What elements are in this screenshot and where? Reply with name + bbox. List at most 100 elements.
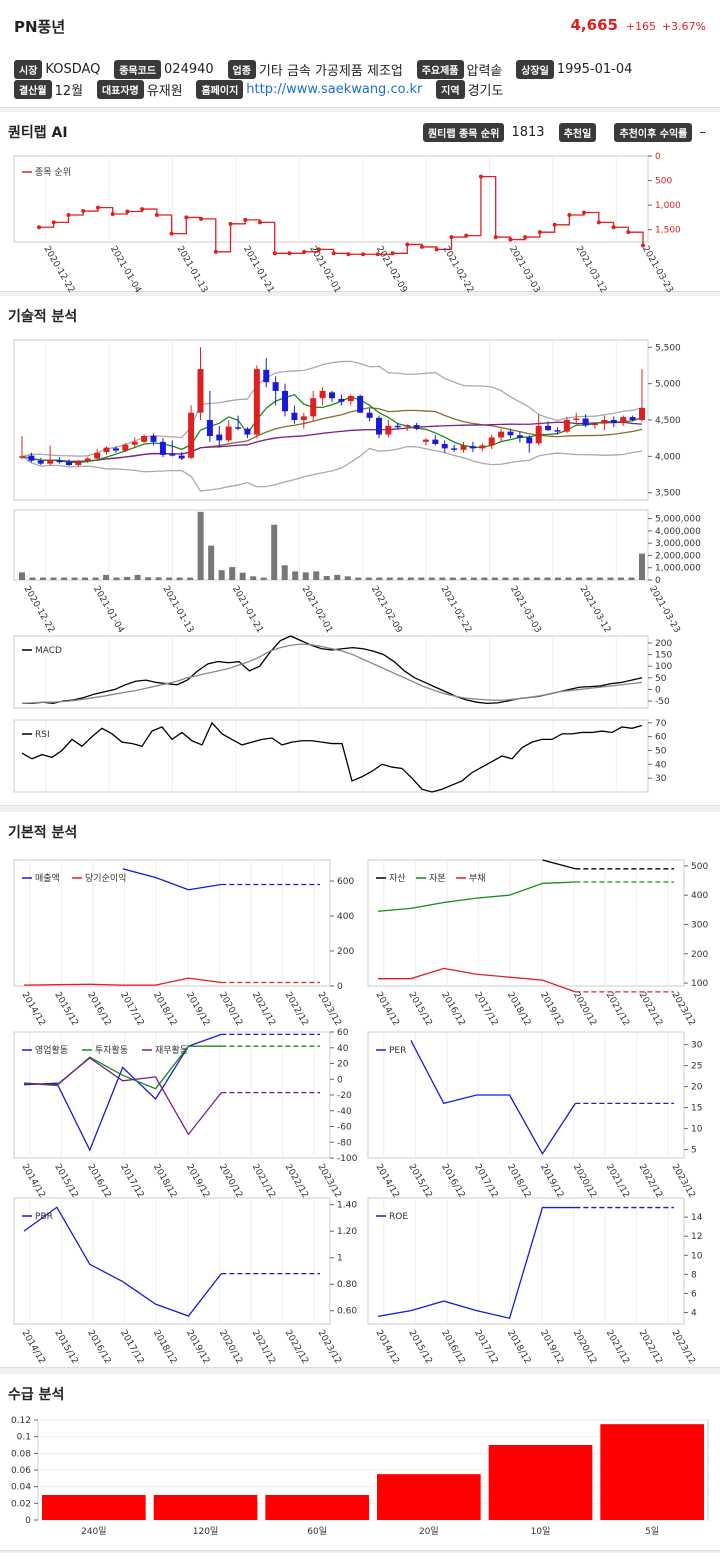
volume-bar bbox=[376, 577, 383, 580]
supply-ytick-label: 0.02 bbox=[11, 1499, 31, 1509]
volume-bar bbox=[113, 577, 120, 580]
per-chart-xtick-label: 2017/12 bbox=[472, 1163, 499, 1200]
volume-bar bbox=[628, 577, 635, 580]
candle-body bbox=[75, 461, 82, 466]
macd-ytick-label: -50 bbox=[655, 697, 670, 707]
balance-chart-xtick-label: 2021/12 bbox=[604, 991, 631, 1028]
rank-point bbox=[375, 252, 380, 257]
candle-body bbox=[610, 420, 617, 423]
cashflow-chart-legend-label: 재무활동 bbox=[155, 1044, 188, 1056]
technical-xtick-label: 2021-03-12 bbox=[577, 585, 612, 635]
roe-chart-xtick-label: 2018/12 bbox=[505, 1329, 532, 1366]
candle-body bbox=[601, 420, 608, 424]
supply-xtick-label: 10일 bbox=[531, 1526, 551, 1537]
sales-chart-legend-label: 당기순이익 bbox=[85, 872, 126, 884]
volume-bar bbox=[71, 577, 78, 580]
per-chart-series-line bbox=[410, 1040, 576, 1156]
balance-chart-legend-label: 자본 bbox=[429, 873, 446, 884]
volume-bar bbox=[460, 577, 467, 580]
candle-body bbox=[131, 441, 138, 445]
volume-bar bbox=[103, 574, 110, 580]
rank-point bbox=[493, 235, 498, 240]
price-ytick-label: 5,500 bbox=[655, 343, 681, 353]
balance-chart-ytick-label: 500 bbox=[691, 862, 708, 872]
candle-body bbox=[84, 458, 91, 461]
candle-body bbox=[37, 460, 44, 464]
pbr-chart-xtick-label: 2017/12 bbox=[118, 1329, 145, 1366]
supply-ytick-label: 0.06 bbox=[11, 1466, 31, 1476]
macd-ytick-label: 150 bbox=[655, 651, 672, 661]
volume-bar bbox=[281, 565, 288, 580]
pbr-chart-ytick-label: 1.40 bbox=[337, 1201, 357, 1211]
cashflow-chart-series-line bbox=[23, 1045, 222, 1090]
volume-bar bbox=[439, 577, 446, 580]
per-chart-xtick-label: 2018/12 bbox=[505, 1163, 532, 1200]
candle-body bbox=[347, 396, 354, 402]
volume-bar bbox=[617, 577, 624, 580]
pbr-chart-xtick-label: 2014/12 bbox=[19, 1329, 46, 1366]
rank-xtick-label: 2021-02-22 bbox=[440, 245, 475, 295]
info-sector: 업종 기타 금속 가공제품 제조업 bbox=[227, 60, 403, 79]
rank-point bbox=[184, 215, 189, 220]
candle-body bbox=[216, 434, 223, 441]
per-chart-xtick-label: 2020/12 bbox=[571, 1163, 598, 1200]
rank-point bbox=[537, 230, 542, 235]
per-chart-xtick-label: 2016/12 bbox=[439, 1163, 466, 1200]
since-rec-value: – bbox=[699, 125, 707, 140]
balance-chart-ytick-label: 200 bbox=[691, 950, 708, 960]
homepage-link[interactable]: http://www.saekwang.co.kr bbox=[246, 82, 423, 97]
volume-bar bbox=[533, 577, 540, 580]
balance-chart-xtick-label: 2014/12 bbox=[373, 991, 400, 1028]
volume-bar bbox=[250, 576, 257, 580]
info-ceo: 대표자명 유재원 bbox=[96, 80, 183, 99]
balance-chart-legend-label: 부채 bbox=[469, 873, 486, 884]
supply-bar bbox=[600, 1424, 704, 1520]
cashflow-chart-xtick-label: 2022/12 bbox=[283, 1163, 310, 1200]
supply-ytick-label: 0.12 bbox=[11, 1416, 31, 1426]
rank-frame bbox=[13, 155, 649, 243]
pbr-chart-frame bbox=[13, 1197, 331, 1325]
stock-change-pct: +3.67% bbox=[661, 20, 706, 33]
volume-ytick-label: 4,000,000 bbox=[655, 527, 701, 537]
cashflow-chart-ytick-label: -20 bbox=[337, 1091, 352, 1101]
rank-xtick-label: 2021-01-13 bbox=[174, 245, 209, 295]
rank-point bbox=[552, 222, 557, 227]
volume-bar bbox=[596, 577, 603, 580]
volume-bar bbox=[145, 577, 152, 580]
rank-point bbox=[302, 249, 307, 254]
sales-chart-ytick-label: 600 bbox=[337, 877, 354, 887]
pbr-chart-xtick-label: 2019/12 bbox=[184, 1329, 211, 1366]
volume-bar bbox=[365, 577, 372, 580]
volume-frame bbox=[13, 509, 649, 581]
per-chart-ytick-label: 25 bbox=[691, 1062, 702, 1072]
candle-body bbox=[169, 454, 176, 456]
technical-xtick-label: 2021-01-04 bbox=[91, 585, 126, 636]
sales-chart-xtick-label: 2022/12 bbox=[283, 991, 310, 1028]
roe-chart-xtick-label: 2021/12 bbox=[604, 1329, 631, 1366]
candle-body bbox=[225, 426, 232, 441]
rank-point bbox=[287, 251, 292, 256]
price-frame bbox=[13, 339, 649, 501]
volume-bar bbox=[523, 577, 530, 580]
balance-chart-xtick-label: 2018/12 bbox=[505, 991, 532, 1028]
candle-body bbox=[244, 428, 251, 435]
rank-point bbox=[243, 217, 248, 222]
candle-body bbox=[103, 447, 110, 452]
candle-body bbox=[469, 446, 476, 449]
supply-ytick-label: 0.08 bbox=[11, 1449, 31, 1459]
volume-ytick-label: 0 bbox=[655, 576, 661, 586]
rank-point bbox=[140, 207, 145, 212]
rank-xtick-label: 2021-03-12 bbox=[573, 245, 608, 295]
cashflow-chart-series-line bbox=[23, 1057, 222, 1136]
roe-chart-ytick-label: 10 bbox=[691, 1251, 703, 1261]
per-chart-ytick-label: 15 bbox=[691, 1104, 702, 1114]
rank-point bbox=[434, 247, 439, 252]
volume-bar bbox=[208, 545, 215, 580]
candle-body bbox=[253, 369, 260, 435]
rank-point bbox=[478, 174, 483, 179]
quantlab-rank-label: 퀀티랩 종목 순위 bbox=[422, 123, 505, 142]
sales-chart-series-line bbox=[122, 868, 222, 891]
supply-xtick-label: 240일 bbox=[81, 1526, 106, 1537]
rank-point bbox=[37, 225, 41, 230]
technical-charts: 5,500 5,000 4,500 4,000 3,500 5,000,000 4,000,… bbox=[13, 339, 701, 793]
